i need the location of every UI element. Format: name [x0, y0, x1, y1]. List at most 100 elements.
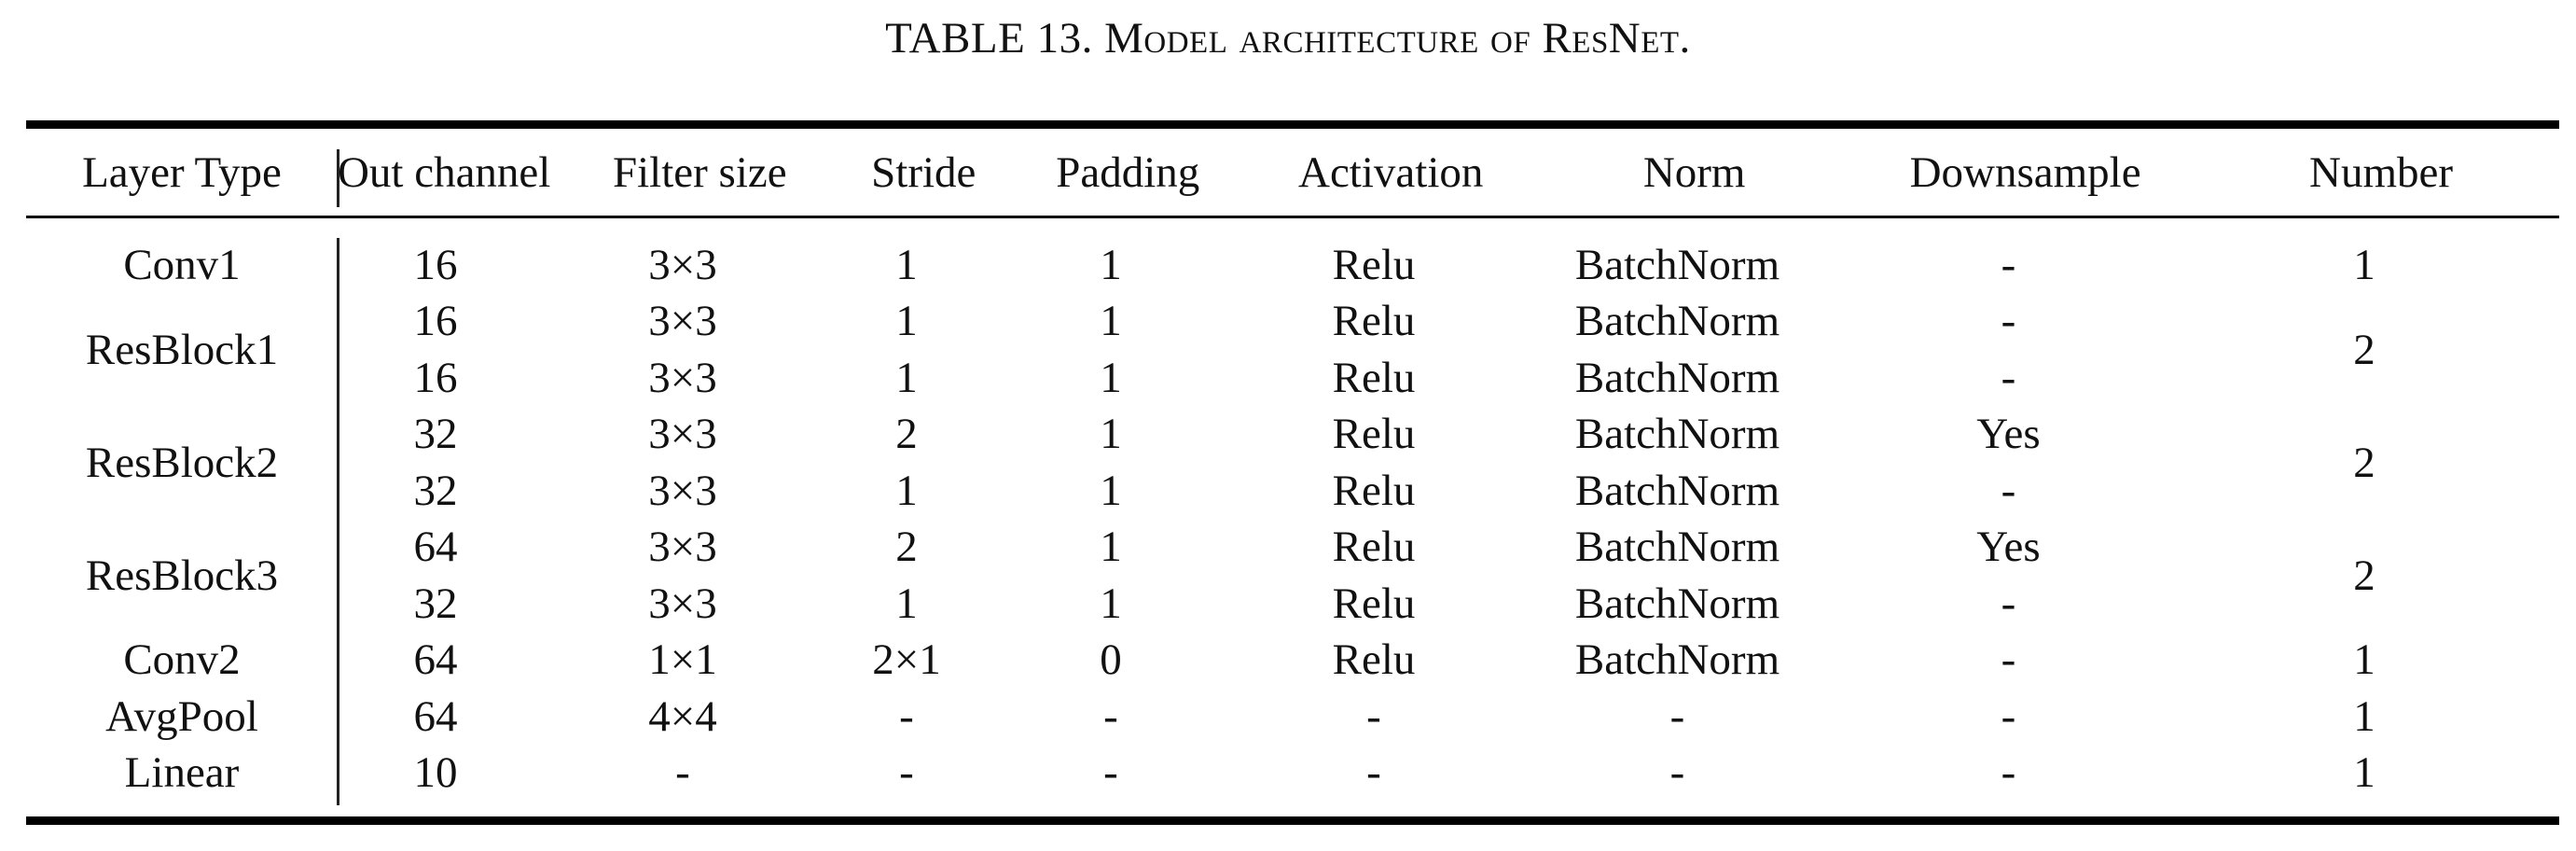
column-header-stride: Stride: [871, 147, 976, 197]
layer-type-cell: ResBlock3: [85, 551, 279, 600]
filter-size-cell: 3×3: [648, 410, 717, 459]
padding-cell: -: [1103, 691, 1118, 741]
number-cell: 2: [2353, 325, 2375, 374]
norm-cell: BatchNorm: [1574, 579, 1780, 628]
downsample-cell: -: [2001, 691, 2016, 741]
norm-cell: BatchNorm: [1574, 240, 1780, 289]
activation-cell: Relu: [1332, 240, 1416, 289]
table-header: Layer Type Out channel Filter size Strid…: [26, 135, 2576, 210]
downsample-cell: -: [2001, 240, 2016, 289]
number-cell: 1: [2353, 748, 2375, 798]
table-row: ResBlock1 16 3×3 1 1 Relu BatchNorm - 2: [26, 294, 2559, 371]
filter-size-cell: 4×4: [648, 691, 717, 741]
column-header-filter-size: Filter size: [612, 147, 787, 197]
table-body: Conv1 16 3×3 1 1 Relu BatchNorm - 1 ResB…: [26, 237, 2559, 802]
out-channel-cell: 64: [413, 691, 458, 741]
downsample-cell: -: [2001, 635, 2016, 685]
norm-cell: BatchNorm: [1574, 297, 1780, 346]
activation-cell: Relu: [1332, 466, 1416, 515]
downsample-cell: -: [2001, 748, 2016, 798]
column-header-layer-type: Layer Type: [82, 147, 282, 197]
layer-type-cell: Conv1: [123, 240, 241, 289]
filter-size-cell: 3×3: [648, 353, 717, 402]
layer-type-cell: ResBlock2: [85, 438, 279, 487]
activation-cell: Relu: [1332, 635, 1416, 685]
activation-cell: Relu: [1332, 410, 1416, 459]
padding-cell: -: [1103, 748, 1118, 798]
stride-cell: 1: [895, 297, 918, 346]
stride-cell: -: [899, 691, 914, 741]
padding-cell: 1: [1100, 240, 1122, 289]
norm-cell: BatchNorm: [1574, 410, 1780, 459]
table-row: 32 3×3 1 1 Relu BatchNorm -: [26, 576, 2559, 633]
header-rule: [26, 216, 2559, 218]
padding-cell: 1: [1100, 353, 1122, 402]
table-row: ResBlock2 32 3×3 2 1 Relu BatchNorm Yes …: [26, 407, 2559, 484]
out-channel-cell: 32: [413, 579, 458, 628]
filter-size-cell: 3×3: [648, 297, 717, 346]
filter-size-cell: 3×3: [648, 523, 717, 572]
activation-cell: -: [1366, 691, 1381, 741]
filter-size-cell: 3×3: [648, 466, 717, 515]
out-channel-cell: 16: [413, 240, 458, 289]
stride-cell: 2: [895, 523, 918, 572]
table-caption: TABLE 13. Model architecture of ResNet.: [0, 13, 2576, 63]
out-channel-cell: 10: [413, 748, 458, 798]
downsample-cell: Yes: [1976, 523, 2041, 572]
stride-cell: 1: [895, 240, 918, 289]
stride-cell: 2: [895, 410, 918, 459]
column-header-number: Number: [2309, 147, 2454, 197]
bottom-rule: [26, 816, 2559, 825]
layer-type-cell: Conv2: [123, 635, 241, 685]
stride-cell: 1: [895, 466, 918, 515]
out-channel-cell: 16: [413, 297, 458, 346]
padding-cell: 1: [1100, 466, 1122, 515]
number-cell: 1: [2353, 635, 2375, 685]
out-channel-cell: 32: [413, 410, 458, 459]
column-header-padding: Padding: [1056, 147, 1200, 197]
downsample-cell: -: [2001, 579, 2016, 628]
norm-cell: BatchNorm: [1574, 523, 1780, 572]
out-channel-cell: 64: [413, 635, 458, 685]
downsample-cell: -: [2001, 353, 2016, 402]
stride-cell: -: [899, 748, 914, 798]
stride-cell: 2×1: [872, 635, 941, 685]
layer-type-cell: AvgPool: [105, 691, 258, 741]
filter-size-cell: -: [675, 748, 690, 798]
filter-size-cell: 3×3: [648, 240, 717, 289]
norm-cell: BatchNorm: [1574, 635, 1780, 685]
column-header-out-channel: Out channel: [337, 147, 551, 197]
top-rule: [26, 120, 2559, 129]
table-row: 16 3×3 1 1 Relu BatchNorm -: [26, 350, 2559, 407]
downsample-cell: -: [2001, 466, 2016, 515]
table-row: 32 3×3 1 1 Relu BatchNorm -: [26, 463, 2559, 520]
padding-cell: 1: [1100, 579, 1122, 628]
table-row: ResBlock3 64 3×3 2 1 Relu BatchNorm Yes …: [26, 520, 2559, 597]
column-header-downsample: Downsample: [1909, 147, 2141, 197]
stride-cell: 1: [895, 579, 918, 628]
number-cell: 1: [2353, 691, 2375, 741]
norm-cell: -: [1669, 691, 1685, 741]
table-row: Conv1 16 3×3 1 1 Relu BatchNorm - 1: [26, 237, 2559, 294]
activation-cell: Relu: [1332, 297, 1416, 346]
filter-size-cell: 3×3: [648, 579, 717, 628]
norm-cell: BatchNorm: [1574, 353, 1780, 402]
activation-cell: Relu: [1332, 523, 1416, 572]
activation-cell: -: [1366, 748, 1381, 798]
out-channel-cell: 16: [413, 353, 458, 402]
padding-cell: 1: [1100, 297, 1122, 346]
padding-cell: 1: [1100, 523, 1122, 572]
layer-type-cell: Linear: [124, 748, 240, 798]
table-number: TABLE 13.: [885, 14, 1093, 63]
padding-cell: 1: [1100, 410, 1122, 459]
column-header-norm: Norm: [1642, 147, 1746, 197]
table-row: Linear 10 - - - - - - 1: [26, 746, 2559, 802]
out-channel-cell: 32: [413, 466, 458, 515]
number-cell: 2: [2353, 438, 2375, 487]
downsample-cell: Yes: [1976, 410, 2041, 459]
padding-cell: 0: [1100, 635, 1122, 685]
norm-cell: BatchNorm: [1574, 466, 1780, 515]
norm-cell: -: [1669, 748, 1685, 798]
column-header-activation: Activation: [1298, 147, 1484, 197]
activation-cell: Relu: [1332, 579, 1416, 628]
